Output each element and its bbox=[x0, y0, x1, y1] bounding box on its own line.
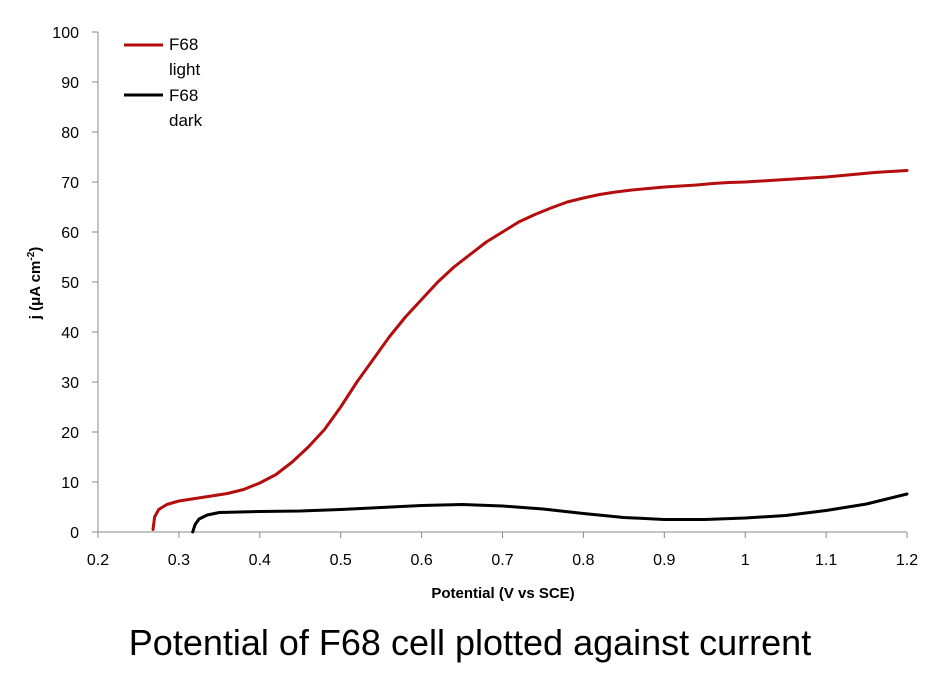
figure-caption: Potential of F68 cell plotted against cu… bbox=[128, 622, 812, 663]
legend-item-dark: F68 dark bbox=[124, 86, 203, 130]
legend-label-light-line2: light bbox=[169, 60, 200, 79]
x-tick-label: 0.9 bbox=[653, 552, 675, 569]
y-tick-label: 20 bbox=[61, 425, 79, 442]
y-tick-label: 100 bbox=[52, 25, 79, 42]
y-tick-label: 10 bbox=[61, 475, 79, 492]
x-tick-label: 0.2 bbox=[87, 552, 109, 569]
x-tick-label: 0.8 bbox=[572, 552, 594, 569]
x-tick-label: 1 bbox=[741, 552, 750, 569]
x-axis: 0.2 0.3 0.4 0.5 0.6 0.7 0.8 0.9 1 1.1 1.2 bbox=[87, 531, 918, 569]
y-tick-label: 60 bbox=[61, 225, 79, 242]
y-tick-label: 0 bbox=[70, 525, 79, 542]
y-tick-label: 40 bbox=[61, 325, 79, 342]
x-tick-label: 1.2 bbox=[896, 552, 918, 569]
legend-label-dark-line1: F68 bbox=[169, 86, 198, 105]
series-layer bbox=[151, 169, 909, 534]
legend-item-light: F68 light bbox=[124, 35, 200, 79]
legend-label-light-line1: F68 bbox=[169, 35, 198, 54]
x-tick-label: 0.6 bbox=[410, 552, 432, 569]
series-line-dark bbox=[191, 492, 909, 534]
y-tick-label: 70 bbox=[61, 175, 79, 192]
x-tick-label: 0.3 bbox=[168, 552, 190, 569]
x-tick-label: 1.1 bbox=[815, 552, 837, 569]
x-axis-title: Potential (V vs SCE) bbox=[431, 585, 574, 602]
y-tick-label: 80 bbox=[61, 125, 79, 142]
y-tick-label: 50 bbox=[61, 275, 79, 292]
y-tick-label: 90 bbox=[61, 75, 79, 92]
series-line-light bbox=[151, 169, 909, 531]
x-tick-label: 0.4 bbox=[249, 552, 271, 569]
legend-label-dark-line2: dark bbox=[169, 111, 203, 130]
legend: F68 light F68 dark bbox=[124, 35, 203, 130]
x-tick-label: 0.5 bbox=[330, 552, 352, 569]
y-axis-title: j (μA cm-2) bbox=[26, 247, 44, 321]
x-tick-label: 0.7 bbox=[491, 552, 513, 569]
y-tick-label: 30 bbox=[61, 375, 79, 392]
y-axis: 0 10 20 30 40 50 60 70 80 90 100 bbox=[52, 25, 99, 542]
